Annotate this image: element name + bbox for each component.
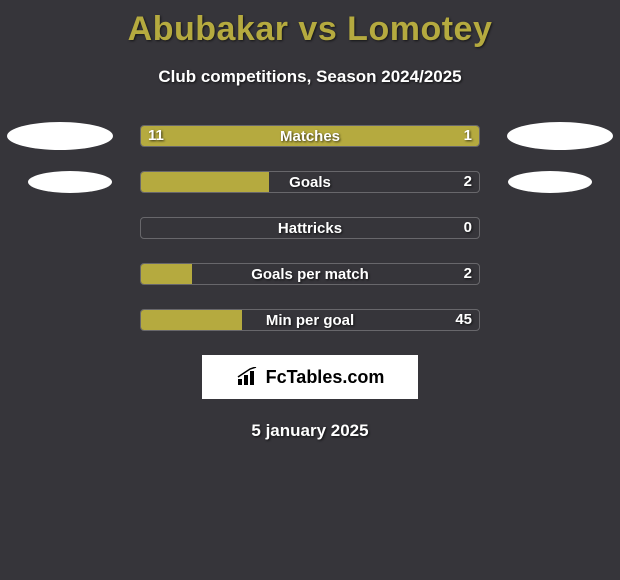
stat-row: Hattricks0 bbox=[0, 217, 620, 239]
stat-row: Matches111 bbox=[0, 125, 620, 147]
player-left-marker bbox=[28, 171, 112, 193]
stat-row: Goals per match2 bbox=[0, 263, 620, 285]
stat-bar-track: Hattricks bbox=[140, 217, 480, 239]
stat-label: Hattricks bbox=[141, 218, 479, 239]
stat-bar-track: Goals per match bbox=[140, 263, 480, 285]
subtitle: Club competitions, Season 2024/2025 bbox=[0, 67, 620, 87]
stat-label: Goals per match bbox=[141, 264, 479, 285]
stat-row: Min per goal45 bbox=[0, 309, 620, 331]
stat-value-right: 1 bbox=[464, 125, 472, 147]
stat-value-left: 11 bbox=[148, 125, 164, 147]
comparison-rows: Matches111Goals2Hattricks0Goals per matc… bbox=[0, 125, 620, 331]
stat-bar-track: Min per goal bbox=[140, 309, 480, 331]
bar-chart-icon bbox=[236, 367, 260, 387]
stat-value-right: 45 bbox=[455, 309, 472, 331]
stat-value-right: 2 bbox=[464, 263, 472, 285]
player-right-marker bbox=[507, 122, 613, 150]
page-title: Abubakar vs Lomotey bbox=[0, 0, 620, 49]
player-left-marker bbox=[7, 122, 113, 150]
brand-text: FcTables.com bbox=[266, 367, 385, 388]
stat-bar-track: Goals bbox=[140, 171, 480, 193]
stat-row: Goals2 bbox=[0, 171, 620, 193]
brand-badge: FcTables.com bbox=[202, 355, 418, 399]
stat-bar-left bbox=[141, 172, 269, 192]
player-right-marker bbox=[508, 171, 592, 193]
stat-bar-left bbox=[141, 126, 405, 146]
stat-bar-left bbox=[141, 310, 242, 330]
date-text: 5 january 2025 bbox=[0, 421, 620, 441]
stat-value-right: 2 bbox=[464, 171, 472, 193]
stat-bar-left bbox=[141, 264, 192, 284]
stat-bar-track: Matches bbox=[140, 125, 480, 147]
stat-value-right: 0 bbox=[464, 217, 472, 239]
